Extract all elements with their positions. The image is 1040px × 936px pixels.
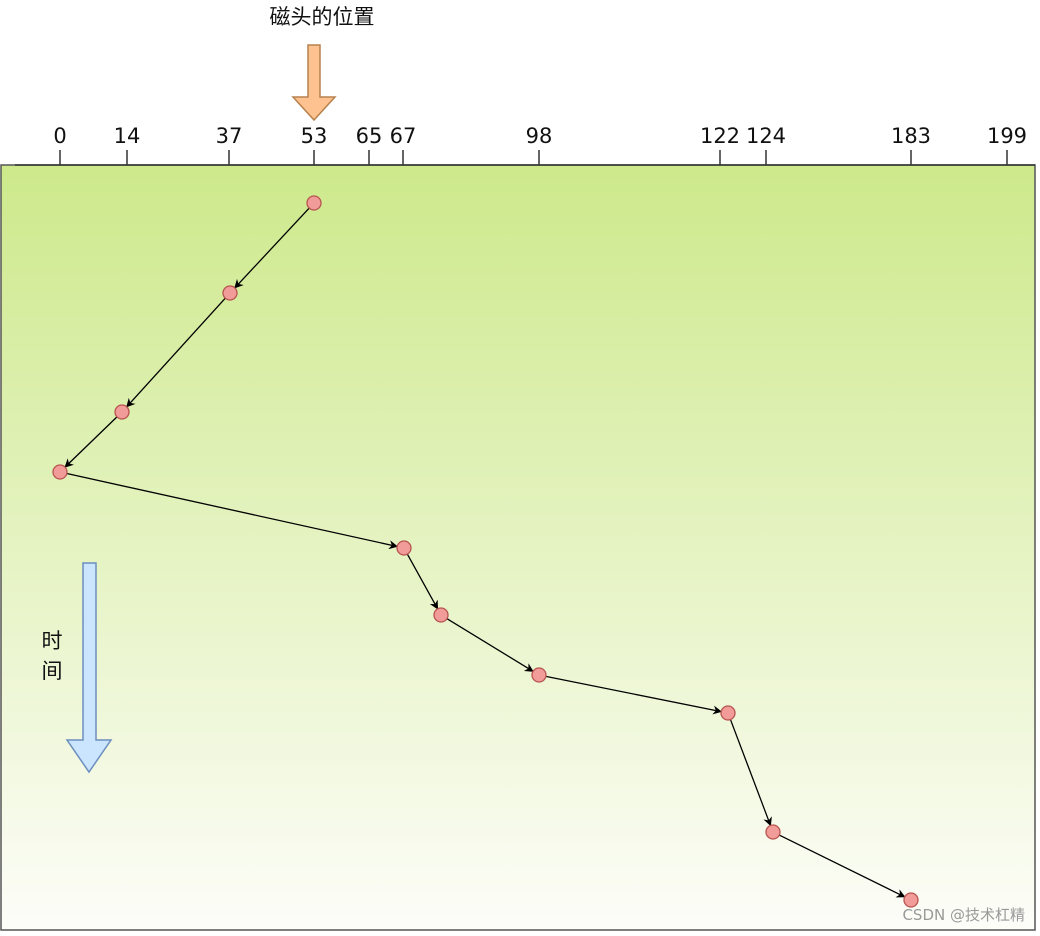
request-point [903, 892, 919, 908]
seek-arrow [406, 553, 439, 610]
request-point [765, 824, 781, 840]
request-point [222, 285, 238, 301]
tick-label: 37 [216, 124, 243, 148]
timeline-area [0, 164, 1036, 931]
request-point [433, 607, 449, 623]
request-point [396, 540, 412, 556]
tick-label: 124 [746, 124, 786, 148]
tick-label: 65 [356, 124, 383, 148]
tick-label: 122 [700, 124, 740, 148]
seek-arrow [126, 297, 226, 408]
tick-label: 14 [114, 124, 141, 148]
time-arrow [65, 562, 113, 774]
time-label: 间 [42, 659, 63, 683]
head-position-title: 磁头的位置 [270, 5, 375, 29]
request-point [52, 464, 68, 480]
time-label: 时 [42, 629, 63, 653]
tick-label: 98 [526, 124, 553, 148]
tick-label: 0 [53, 124, 66, 148]
seek-arrow [64, 416, 118, 468]
request-point [114, 404, 130, 420]
request-point [306, 195, 322, 211]
tick-label: 67 [390, 124, 417, 148]
request-point [531, 667, 547, 683]
seek-arrow [446, 618, 534, 672]
seek-arrow [778, 834, 906, 898]
seek-arrow [729, 719, 772, 827]
seek-arrow [234, 207, 310, 289]
tick-label: 183 [891, 124, 931, 148]
seek-arrow [545, 675, 723, 715]
request-point [720, 705, 736, 721]
tick-label: 199 [987, 124, 1027, 148]
head-arrow [291, 44, 337, 122]
tick-label: 53 [301, 124, 328, 148]
watermark: CSDN @技术杠精 [902, 906, 1025, 924]
seek-arrow [66, 472, 399, 550]
